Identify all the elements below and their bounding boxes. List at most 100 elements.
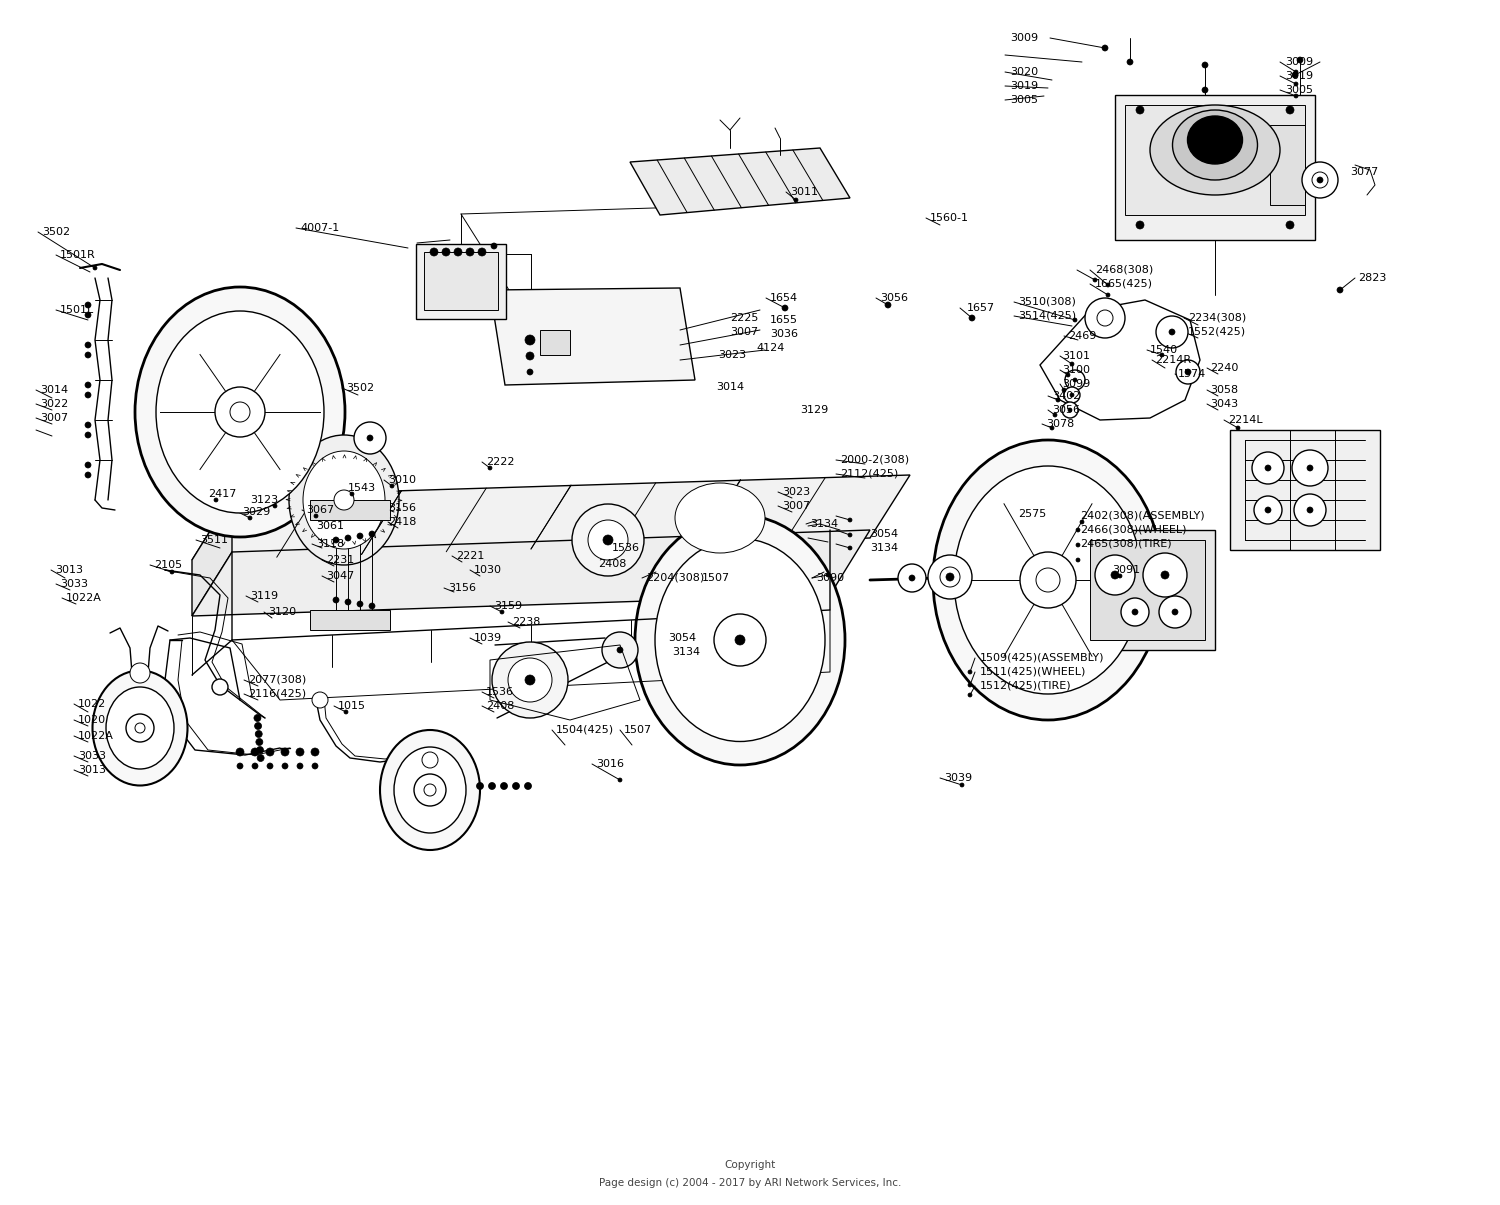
- Text: 3007: 3007: [40, 413, 68, 423]
- Circle shape: [297, 763, 303, 769]
- Circle shape: [960, 783, 964, 787]
- Circle shape: [847, 533, 852, 537]
- Circle shape: [214, 498, 217, 502]
- Circle shape: [603, 535, 613, 545]
- Circle shape: [1020, 552, 1076, 609]
- Circle shape: [1298, 57, 1304, 63]
- Circle shape: [1168, 329, 1174, 335]
- Circle shape: [136, 725, 142, 731]
- Text: 1512(425)(TIRE): 1512(425)(TIRE): [980, 681, 1071, 690]
- Text: 3033: 3033: [60, 578, 88, 589]
- Circle shape: [93, 266, 98, 270]
- Circle shape: [454, 248, 462, 255]
- Text: 3134: 3134: [810, 519, 838, 529]
- Text: Page design (c) 2004 - 2017 by ARI Network Services, Inc.: Page design (c) 2004 - 2017 by ARI Netwo…: [598, 1178, 902, 1188]
- Text: 1022A: 1022A: [66, 593, 102, 602]
- Circle shape: [1068, 408, 1072, 412]
- Text: 3067: 3067: [306, 505, 334, 515]
- Text: 2116(425): 2116(425): [248, 689, 306, 699]
- Text: 2214R: 2214R: [1155, 355, 1191, 365]
- Bar: [424, 252, 498, 310]
- Polygon shape: [1230, 430, 1380, 549]
- Text: 2214L: 2214L: [1228, 415, 1263, 425]
- Text: 1509(425)(ASSEMBLY): 1509(425)(ASSEMBLY): [980, 653, 1104, 663]
- Bar: [310, 610, 390, 630]
- Text: 3007: 3007: [730, 327, 758, 337]
- Text: 2112(425): 2112(425): [840, 469, 898, 480]
- Circle shape: [354, 422, 386, 454]
- Text: 1015: 1015: [338, 701, 366, 711]
- Circle shape: [339, 495, 350, 505]
- Text: 1039: 1039: [474, 633, 502, 643]
- Text: 1655: 1655: [770, 315, 798, 325]
- Bar: [1125, 105, 1305, 214]
- Text: 1022: 1022: [78, 699, 106, 709]
- Circle shape: [427, 787, 433, 793]
- Circle shape: [344, 710, 348, 715]
- Text: 3019: 3019: [1010, 81, 1038, 92]
- Circle shape: [500, 610, 504, 615]
- Bar: [540, 330, 570, 355]
- Text: 4007-1: 4007-1: [300, 223, 339, 233]
- Circle shape: [1050, 427, 1054, 430]
- Text: 1511(425)(WHEEL): 1511(425)(WHEEL): [980, 668, 1086, 677]
- Text: 3014: 3014: [40, 386, 68, 395]
- Text: 2077(308): 2077(308): [248, 675, 306, 684]
- Circle shape: [1286, 106, 1294, 114]
- Circle shape: [86, 472, 92, 478]
- Circle shape: [1084, 298, 1125, 337]
- Circle shape: [525, 675, 536, 684]
- Circle shape: [86, 302, 92, 308]
- Circle shape: [602, 631, 638, 668]
- Circle shape: [714, 615, 766, 666]
- Circle shape: [86, 382, 92, 388]
- Text: 3022: 3022: [40, 399, 69, 408]
- Circle shape: [1106, 293, 1110, 296]
- Circle shape: [267, 763, 273, 769]
- Circle shape: [1176, 360, 1200, 384]
- Circle shape: [1294, 94, 1298, 98]
- Circle shape: [296, 748, 304, 756]
- Circle shape: [1202, 87, 1208, 93]
- Text: 2240: 2240: [1210, 363, 1239, 374]
- Circle shape: [86, 392, 92, 398]
- Text: 3511: 3511: [200, 535, 228, 545]
- Text: 3134: 3134: [672, 647, 700, 657]
- Circle shape: [1095, 556, 1136, 595]
- Circle shape: [266, 748, 274, 756]
- Polygon shape: [630, 148, 850, 214]
- Circle shape: [1264, 465, 1270, 471]
- Text: 1657: 1657: [968, 302, 994, 313]
- Text: 3119: 3119: [251, 590, 278, 601]
- Text: 1507: 1507: [624, 725, 652, 735]
- Text: 1536: 1536: [486, 687, 514, 696]
- Circle shape: [256, 739, 262, 746]
- Polygon shape: [490, 288, 694, 386]
- Circle shape: [1236, 427, 1240, 430]
- Circle shape: [1066, 374, 1070, 377]
- Circle shape: [1156, 316, 1188, 348]
- Ellipse shape: [656, 539, 825, 741]
- Text: 3078: 3078: [1046, 419, 1074, 429]
- Circle shape: [827, 574, 830, 577]
- Circle shape: [1053, 413, 1058, 417]
- Circle shape: [430, 248, 438, 255]
- Text: 3159: 3159: [494, 601, 522, 611]
- Text: 2000-2(308): 2000-2(308): [840, 455, 909, 465]
- Circle shape: [1036, 568, 1060, 592]
- Ellipse shape: [290, 435, 399, 565]
- Ellipse shape: [1150, 105, 1280, 195]
- Text: 1020: 1020: [78, 715, 106, 725]
- Text: 3502: 3502: [346, 383, 374, 393]
- Circle shape: [280, 748, 290, 756]
- Text: 2823: 2823: [1358, 274, 1386, 283]
- Circle shape: [909, 575, 915, 581]
- Ellipse shape: [135, 287, 345, 537]
- Circle shape: [369, 531, 375, 537]
- Circle shape: [1252, 452, 1284, 484]
- Circle shape: [1072, 378, 1077, 382]
- Text: 3020: 3020: [1010, 67, 1038, 77]
- Circle shape: [1042, 575, 1053, 584]
- Text: 2417: 2417: [209, 489, 237, 499]
- Text: 3134: 3134: [870, 543, 898, 553]
